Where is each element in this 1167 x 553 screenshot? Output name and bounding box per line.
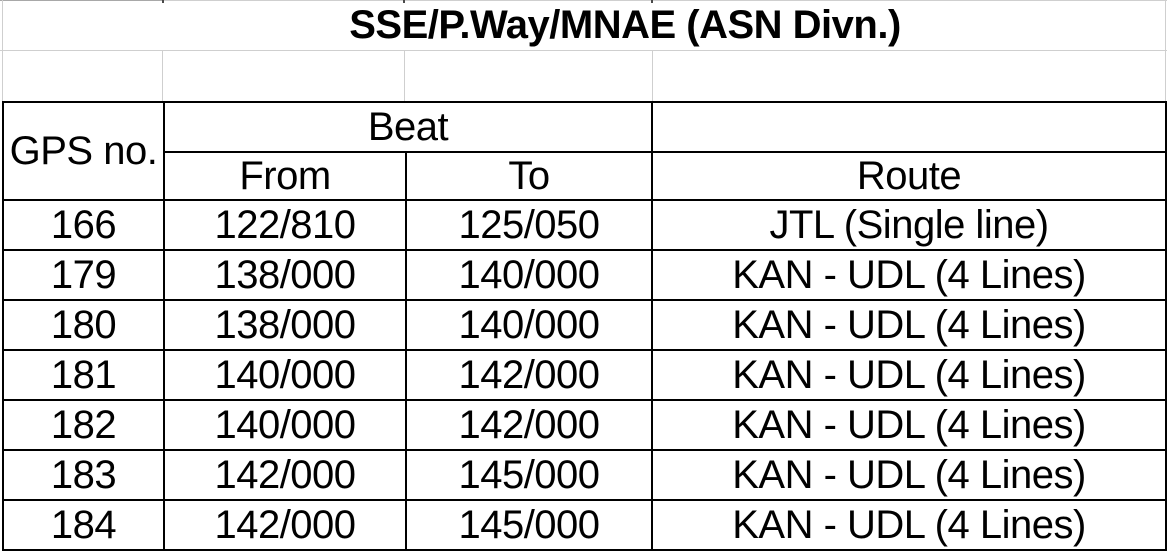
gridline-tick — [403, 0, 405, 3]
cell-route[interactable]: JTL (Single line) — [651, 199, 1167, 251]
table-row: 180 138/000 140/000 KAN - UDL (4 Lines) — [2, 299, 1167, 351]
cell-route[interactable]: KAN - UDL (4 Lines) — [651, 349, 1167, 401]
cell-from[interactable]: 142/000 — [163, 499, 407, 551]
cell-to[interactable]: 145/000 — [404, 499, 654, 551]
table-row: 182 140/000 142/000 KAN - UDL (4 Lines) — [2, 399, 1167, 451]
header-to[interactable]: To — [404, 151, 654, 201]
gridline-top — [0, 0, 1167, 1]
cell-route[interactable]: KAN - UDL (4 Lines) — [651, 299, 1167, 351]
header-row-from-to: From To Route — [3, 151, 1167, 201]
header-from[interactable]: From — [163, 151, 407, 201]
cell-from[interactable]: 140/000 — [163, 349, 407, 401]
cell-to[interactable]: 142/000 — [404, 349, 654, 401]
gridline-under-title — [0, 50, 1167, 51]
cell-from[interactable]: 138/000 — [163, 249, 407, 301]
gridline-tick — [162, 0, 164, 3]
gridline-tick — [651, 0, 653, 3]
cell-route[interactable]: KAN - UDL (4 Lines) — [651, 499, 1167, 551]
cell-gps[interactable]: 180 — [2, 299, 165, 351]
gridline-right-edge — [1165, 0, 1166, 101]
cell-to[interactable]: 140/000 — [404, 249, 654, 301]
table-row: 183 142/000 145/000 KAN - UDL (4 Lines) — [2, 449, 1167, 501]
cell-from[interactable]: 122/810 — [163, 199, 407, 251]
header-route-spacer-cell[interactable] — [651, 101, 1167, 153]
table-row: 181 140/000 142/000 KAN - UDL (4 Lines) — [2, 349, 1167, 401]
beat-table: GPS no. Beat From To Route 166 122/810 1… — [2, 101, 1167, 551]
table-row: 179 138/000 140/000 KAN - UDL (4 Lines) — [2, 249, 1167, 301]
cell-to[interactable]: 142/000 — [404, 399, 654, 451]
cell-route[interactable]: KAN - UDL (4 Lines) — [651, 399, 1167, 451]
cell-from[interactable]: 140/000 — [163, 399, 407, 451]
gridline-blank-col-c — [652, 51, 653, 101]
cell-gps[interactable]: 166 — [2, 199, 165, 251]
gridline-blank-col-b — [404, 51, 405, 101]
cell-gps[interactable]: 182 — [2, 399, 165, 451]
header-route[interactable]: Route — [651, 151, 1167, 201]
table-row: 184 142/000 145/000 KAN - UDL (4 Lines) — [2, 499, 1167, 551]
cell-from[interactable]: 138/000 — [163, 299, 407, 351]
sheet-title-cell[interactable]: SSE/P.Way/MNAE (ASN Divn.) — [2, 1, 1167, 50]
cell-to[interactable]: 145/000 — [404, 449, 654, 501]
cell-from[interactable]: 142/000 — [163, 449, 407, 501]
cell-gps[interactable]: 183 — [2, 449, 165, 501]
gridline-top-dark-segment — [0, 0, 163, 1]
cell-to[interactable]: 140/000 — [404, 299, 654, 351]
gridline-blank-col-a — [162, 51, 163, 101]
cell-route[interactable]: KAN - UDL (4 Lines) — [651, 449, 1167, 501]
cell-gps[interactable]: 184 — [2, 499, 165, 551]
cell-to[interactable]: 125/050 — [404, 199, 654, 251]
header-beat[interactable]: Beat — [162, 101, 654, 153]
cell-gps[interactable]: 181 — [2, 349, 165, 401]
sheet-title: SSE/P.Way/MNAE (ASN Divn.) — [349, 3, 901, 47]
cell-route[interactable]: KAN - UDL (4 Lines) — [651, 249, 1167, 301]
cell-gps[interactable]: 179 — [2, 249, 165, 301]
header-gps-no[interactable]: GPS no. — [2, 101, 165, 201]
header-row-beat: GPS no. Beat — [2, 101, 1167, 201]
blank-row[interactable] — [2, 51, 1165, 101]
table-row: 166 122/810 125/050 JTL (Single line) — [2, 199, 1167, 251]
gridline-left-edge — [2, 0, 3, 101]
